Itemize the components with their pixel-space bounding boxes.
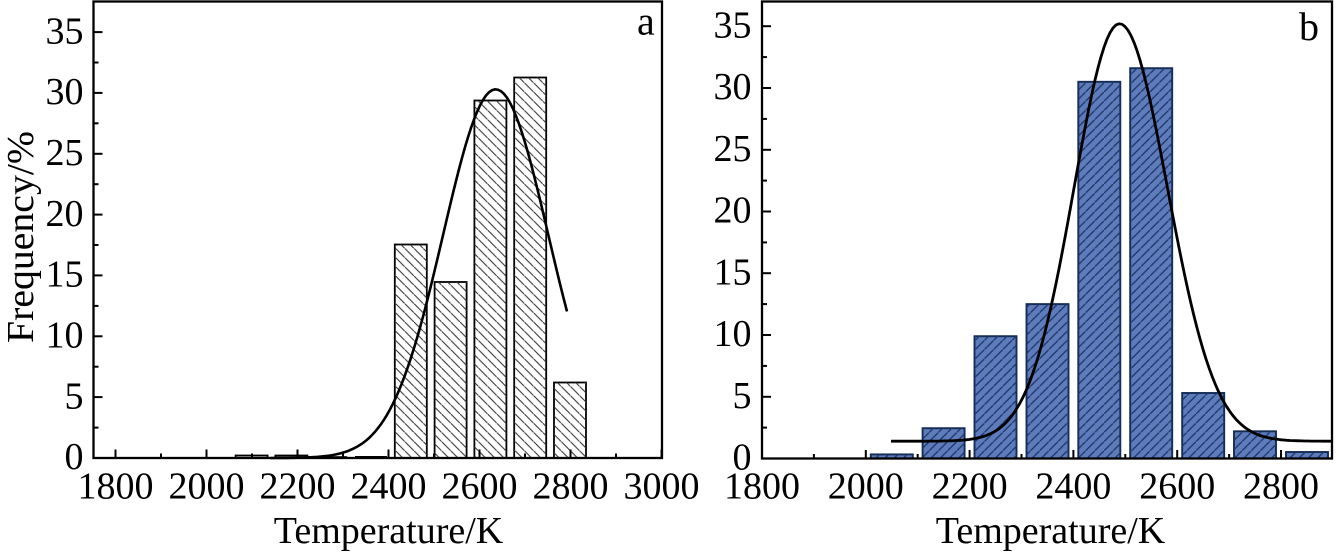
svg-text:Temperature/K: Temperature/K	[936, 510, 1166, 552]
svg-text:0: 0	[733, 437, 752, 479]
svg-text:Frequency/%: Frequency/%	[0, 131, 42, 343]
svg-text:35: 35	[46, 10, 84, 52]
svg-text:35: 35	[714, 4, 752, 46]
svg-text:2600: 2600	[1139, 466, 1215, 508]
svg-text:a: a	[637, 0, 655, 44]
svg-text:2400: 2400	[351, 466, 427, 508]
svg-text:0: 0	[65, 436, 84, 478]
svg-text:25: 25	[46, 132, 84, 174]
svg-text:30: 30	[46, 71, 84, 113]
svg-text:2800: 2800	[533, 466, 609, 508]
svg-text:2000: 2000	[828, 466, 904, 508]
svg-text:2000: 2000	[169, 466, 245, 508]
svg-text:2200: 2200	[932, 466, 1008, 508]
svg-text:1800: 1800	[78, 466, 154, 508]
svg-text:2400: 2400	[1035, 466, 1111, 508]
svg-text:2600: 2600	[442, 466, 518, 508]
svg-text:10: 10	[46, 315, 84, 357]
svg-text:20: 20	[46, 193, 84, 235]
svg-text:25: 25	[714, 128, 752, 170]
svg-text:5: 5	[733, 375, 752, 417]
svg-text:20: 20	[714, 190, 752, 232]
svg-text:5: 5	[65, 375, 84, 417]
svg-text:1800: 1800	[724, 466, 800, 508]
svg-text:2200: 2200	[260, 466, 336, 508]
svg-text:2800: 2800	[1243, 466, 1319, 508]
svg-text:Temperature/K: Temperature/K	[274, 510, 504, 552]
svg-text:10: 10	[714, 313, 752, 355]
svg-text:b: b	[1299, 4, 1319, 49]
svg-text:15: 15	[46, 254, 84, 296]
svg-text:30: 30	[714, 66, 752, 108]
svg-text:3000: 3000	[624, 466, 700, 508]
svg-text:15: 15	[714, 251, 752, 293]
